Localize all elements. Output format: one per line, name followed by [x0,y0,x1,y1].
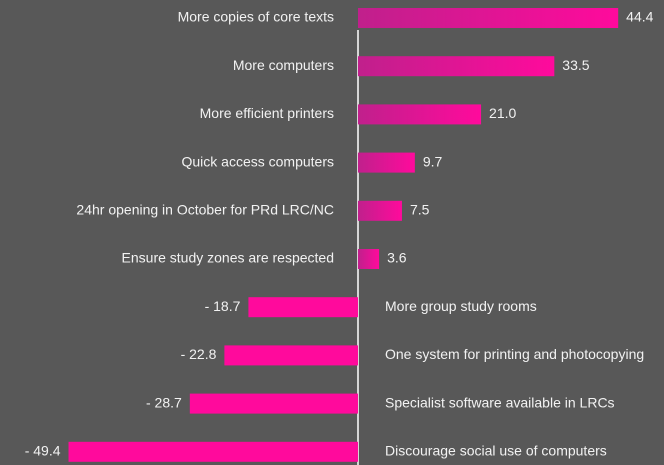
value-label: - 28.7 [146,394,182,410]
value-label: 3.6 [387,250,407,266]
value-label: - 18.7 [205,298,241,314]
category-label: 24hr opening in October for PRd LRC/NC [76,202,334,218]
category-label: One system for printing and photocopying [385,346,644,362]
bar [358,56,555,77]
bar [68,441,359,462]
bar [189,393,358,414]
value-label: - 49.4 [25,443,61,459]
category-label: Discourage social use of computers [385,443,607,459]
value-label: 44.4 [626,9,653,25]
bar [358,104,482,125]
bar [358,152,415,173]
value-label: 9.7 [423,153,443,169]
bar [358,8,619,28]
bar [224,345,358,366]
category-label: Specialist software available in LRCs [385,394,615,410]
value-label: 7.5 [410,202,430,218]
category-label: More efficient printers [200,105,334,121]
category-label: More group study rooms [385,298,537,314]
category-label: More computers [233,57,334,73]
value-label: 33.5 [562,57,589,73]
bar [358,200,402,221]
category-label: More copies of core texts [178,9,334,25]
bar [358,249,380,269]
bar [248,297,358,318]
value-label: 21.0 [489,105,516,121]
category-label: Quick access computers [182,153,335,169]
value-label: - 22.8 [181,346,217,362]
category-label: Ensure study zones are respected [122,250,334,266]
